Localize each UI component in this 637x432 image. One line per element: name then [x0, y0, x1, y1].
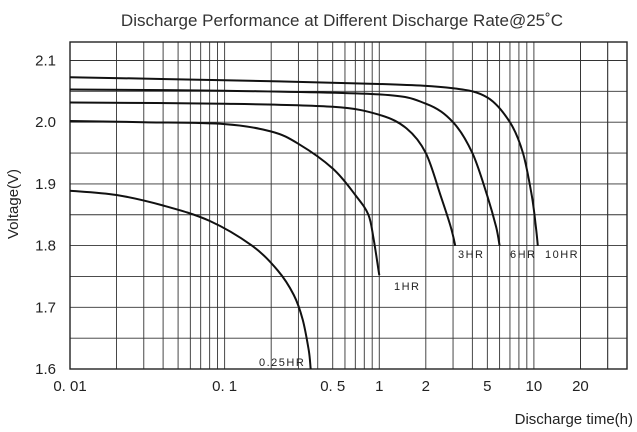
- series-line-0.25HR: [69, 189, 312, 370]
- x-tick-label: 0. 1: [212, 378, 237, 395]
- x-tick-label: 10: [526, 378, 543, 395]
- curve-label-6HR: 6HR: [510, 249, 537, 261]
- plot-frame: [69, 41, 628, 370]
- curve-labels: 0.25HR 1HR 3HR 6HR 10HR: [259, 249, 579, 369]
- x-axis-label: Discharge time(h): [515, 411, 633, 428]
- curve-label-0.25HR: 0.25HR: [259, 357, 305, 369]
- curve-label-1HR: 1HR: [394, 281, 421, 293]
- x-tick-label: 2: [422, 378, 430, 395]
- y-tick-label: 2.0: [35, 114, 56, 131]
- y-axis-label: Voltage(V): [5, 169, 22, 239]
- series-line-10HR: [69, 76, 539, 246]
- series-line-6HR: [69, 88, 501, 246]
- curve-label-10HR: 10HR: [545, 249, 579, 261]
- series-line-1HR: [69, 120, 381, 276]
- y-tick-label: 1.8: [35, 238, 56, 255]
- x-tick-label: 1: [375, 378, 383, 395]
- series-line-3HR: [69, 101, 457, 246]
- x-tick-label: 20: [572, 378, 589, 395]
- grid: [70, 42, 627, 370]
- chart-title: Discharge Performance at Different Disch…: [121, 11, 563, 30]
- x-tick-label: 0. 5: [320, 378, 345, 395]
- y-tick-label: 1.9: [35, 176, 56, 193]
- curve-label-3HR: 3HR: [458, 249, 485, 261]
- y-tick-label: 1.7: [35, 299, 56, 316]
- y-tick-label: 1.6: [35, 361, 56, 378]
- y-tick-label: 2.1: [35, 53, 56, 70]
- curves: [69, 76, 539, 370]
- x-tick-label: 5: [483, 378, 491, 395]
- x-tick-label: 0. 01: [53, 378, 86, 395]
- tick-labels: 0. 01 0. 1 0. 5 1 2 5 10 20 1.6 1.7 1.8 1.9 2.0 2.1: [35, 53, 589, 395]
